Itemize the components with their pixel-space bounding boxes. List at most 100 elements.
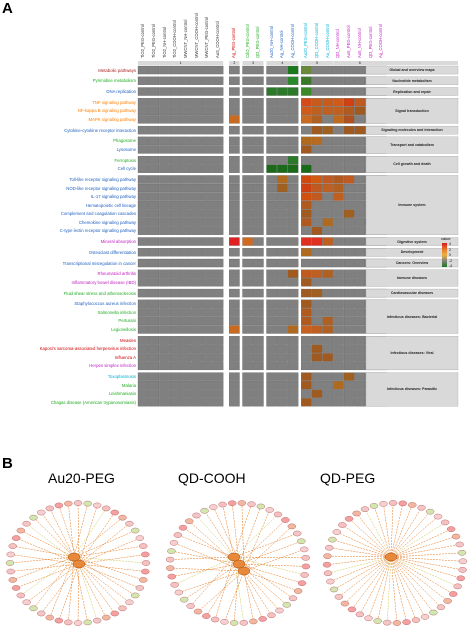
network-node <box>118 514 127 521</box>
heatmap-cell <box>212 398 224 407</box>
heatmap-cell <box>354 269 366 278</box>
heatmap-cell <box>191 218 202 227</box>
network-node <box>458 567 467 573</box>
heatmap-cell <box>311 389 323 398</box>
heatmap-cell <box>137 361 149 371</box>
heatmap-cell <box>180 336 192 345</box>
network-edge <box>364 509 392 558</box>
heatmap-cell <box>242 136 253 146</box>
heatmap-cell <box>253 145 264 154</box>
category-band <box>365 269 459 287</box>
heatmap-cell <box>169 398 181 407</box>
network-edge <box>390 503 394 558</box>
heatmap-cell <box>343 299 355 308</box>
network-node <box>398 500 407 507</box>
heatmap-cell <box>301 87 312 96</box>
heatmap-cell <box>137 209 149 218</box>
heatmap-cell <box>333 218 344 227</box>
heatmap-cell <box>277 336 288 345</box>
heatmap-cell <box>169 183 181 193</box>
heatmap-cell <box>229 183 240 193</box>
heatmap-cell <box>253 258 264 268</box>
heatmap-cell <box>159 115 170 124</box>
heatmap-cell <box>322 361 334 371</box>
heatmap-cell <box>159 372 170 381</box>
heatmap-cell <box>354 200 366 210</box>
heatmap-cell <box>311 353 323 362</box>
network-edge <box>243 570 299 592</box>
heatmap-cell <box>266 65 277 75</box>
network-edge <box>77 502 80 565</box>
heatmap-cell <box>301 209 312 218</box>
network-edge <box>386 556 392 623</box>
heatmap-cell <box>322 325 334 334</box>
heatmap-cell <box>148 200 160 210</box>
heatmap-cell <box>202 136 213 146</box>
heatmap-cell <box>159 209 170 218</box>
heatmap-cell <box>287 209 299 218</box>
network-node <box>6 568 15 575</box>
category-label: Cancers: Overview <box>395 261 429 266</box>
network-node <box>273 511 283 518</box>
heatmap-cell <box>191 76 202 85</box>
heatmap-cell <box>277 87 288 96</box>
heatmap-cell <box>266 353 277 362</box>
heatmap-cell <box>311 336 323 345</box>
category-band <box>365 175 459 235</box>
network-node <box>360 506 370 512</box>
network-node <box>297 580 307 586</box>
row-label: DNA replication <box>106 89 136 94</box>
heatmap-cell <box>354 258 366 268</box>
network-node <box>323 570 333 577</box>
heatmap-cell <box>287 248 299 257</box>
heatmap-cell <box>148 155 160 165</box>
network-edge <box>174 556 235 585</box>
network-edge <box>68 503 75 558</box>
heatmap-cell <box>301 237 312 246</box>
network-node <box>73 500 83 506</box>
row-label: MAPK signaling pathway <box>88 116 136 122</box>
heatmap-cell <box>287 299 299 308</box>
network-edge <box>241 503 245 572</box>
network-edge <box>78 563 146 572</box>
row-label: Pertussis <box>118 318 136 324</box>
heatmap-cell <box>354 372 366 381</box>
network-edge <box>243 509 270 572</box>
heatmap-cell <box>311 145 323 154</box>
network-node <box>229 620 239 626</box>
heatmap-cell <box>202 76 213 85</box>
row-label: C-type lectin receptor signaling pathway <box>59 228 136 234</box>
heatmap-cell <box>137 87 149 96</box>
network-edge <box>171 550 240 565</box>
network-edge <box>170 556 235 560</box>
category-band <box>365 258 459 268</box>
network-edge <box>368 556 392 619</box>
heatmap-cell <box>180 288 192 298</box>
network-node <box>402 619 411 625</box>
network-edge <box>73 503 88 558</box>
heatmap-cell <box>354 380 366 390</box>
heatmap-cell <box>301 218 312 227</box>
heatmap-cell <box>266 237 277 246</box>
network-edge <box>238 563 303 584</box>
heatmap-cell <box>180 87 192 96</box>
legend-tick-label: 4 <box>449 242 451 246</box>
heatmap-cell <box>253 125 264 135</box>
heatmap-cell <box>180 136 192 146</box>
heatmap-cell <box>287 398 299 407</box>
heatmap-cell <box>159 278 170 287</box>
network-node <box>5 560 15 566</box>
heatmap-cell <box>253 398 264 407</box>
heatmap-cell <box>191 65 202 75</box>
heatmap-cell <box>266 106 277 116</box>
heatmap-cell <box>287 353 299 362</box>
network-edge <box>73 556 107 618</box>
column-label: Ag_COOH-control <box>290 24 296 58</box>
heatmap-cell <box>253 353 264 362</box>
heatmap-cell <box>169 344 181 353</box>
network-edge <box>20 556 75 596</box>
network-edge <box>390 556 463 562</box>
heatmap-cell <box>229 125 240 135</box>
row-label: NOD-like receptor signaling pathway <box>66 185 136 191</box>
row-label: Complement and coagulation cascades <box>60 211 136 217</box>
